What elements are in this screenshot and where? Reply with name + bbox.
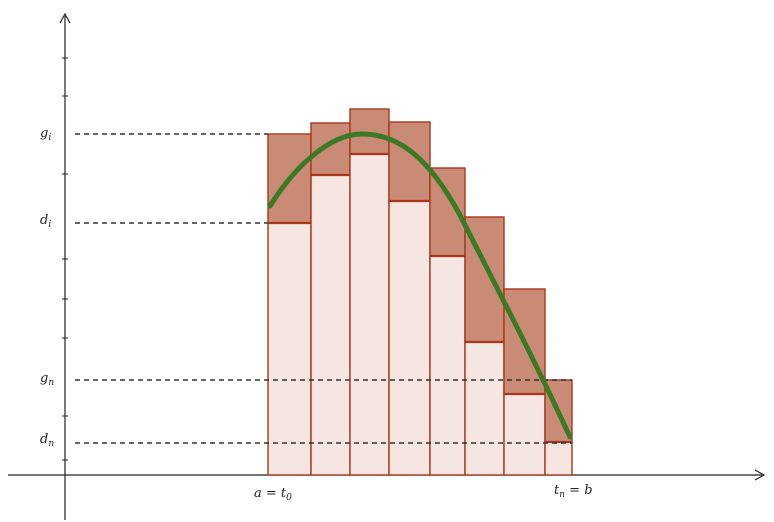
label-g-n: gn — [40, 371, 54, 388]
label-tn-equals-b: tn = b — [554, 483, 593, 500]
y-axis-ticks — [62, 57, 68, 461]
lower-rect-6 — [464, 341, 505, 476]
lower-rect-3 — [349, 153, 390, 476]
label-g-i: gi — [40, 126, 51, 143]
upper-rect-2 — [310, 122, 351, 176]
lower-rect-7 — [503, 393, 546, 476]
lower-rect-1 — [267, 222, 312, 476]
step-rectangles — [267, 108, 573, 476]
lower-rect-4 — [388, 200, 431, 476]
lower-rect-8 — [544, 441, 573, 476]
dashed-guides — [75, 133, 572, 444]
function-curve — [267, 131, 573, 440]
label-d-n: dn — [40, 432, 54, 449]
lower-rect-2 — [310, 174, 351, 476]
lower-rect-5 — [429, 255, 466, 476]
y-axis-arrow — [59, 12, 71, 24]
upper-rect-3 — [349, 108, 390, 155]
label-d-i: di — [40, 213, 51, 230]
x-axis-arrow — [754, 469, 766, 481]
label-a-equals-t0: a = t0 — [254, 486, 292, 503]
